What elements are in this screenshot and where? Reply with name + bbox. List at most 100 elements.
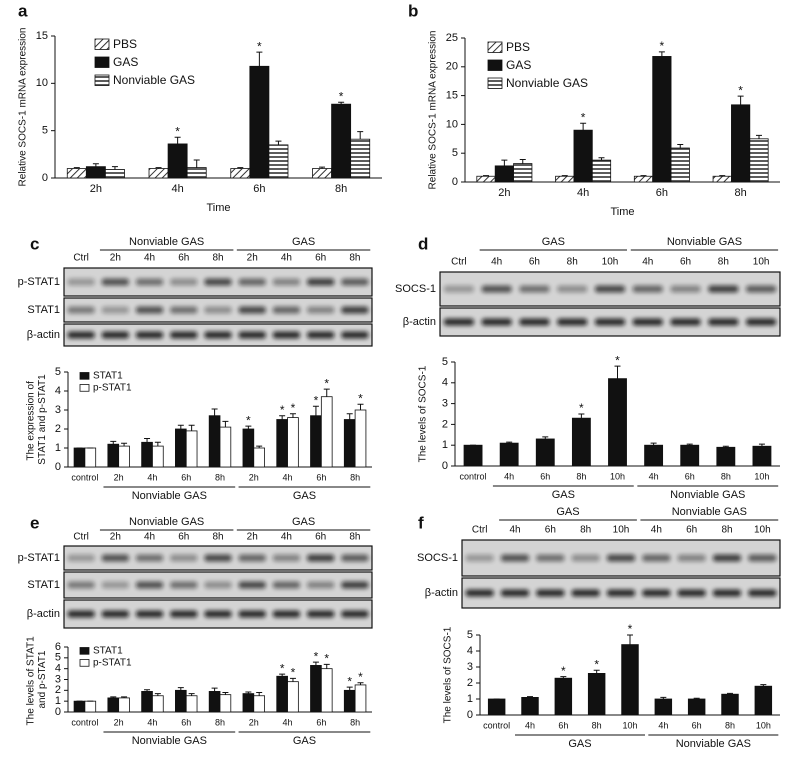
blot-band [712,589,742,597]
bar [242,428,255,468]
y-tick-label: 3 [55,404,61,416]
blot-band [238,306,266,314]
bar [141,441,153,468]
error-bar [121,442,128,447]
error-bar [542,436,549,439]
y-tick-label: 5 [55,652,61,664]
significance-mark: * [579,401,584,415]
lane-label: 6h [529,257,540,268]
bar [167,143,188,179]
blot-row-label: p-STAT1 [18,276,60,288]
lane-label: 6h [178,532,189,543]
y-tick-label: 4 [442,377,448,389]
blot-band [443,285,474,293]
blot-group-label: Nonviable GAS [129,516,204,528]
bar [219,694,232,713]
error-bar [598,157,605,161]
x-tick-label: control [71,472,98,482]
error-bar [110,696,117,698]
error-bar [256,445,263,448]
bar [654,698,673,716]
blot-band [642,554,671,562]
blot-band [272,581,301,589]
group-label: GAS [552,489,575,501]
panel-letter: e [30,513,39,532]
blot-band [67,610,95,618]
error-bar [177,687,184,691]
bar [107,443,120,468]
error-bar [289,413,296,418]
group-label: Nonviable GAS [670,489,745,501]
bar [487,698,506,716]
bar [152,695,164,713]
panel-letter: d [418,234,428,253]
bar [633,175,654,183]
blot-band [101,278,130,286]
error-bar [144,689,151,692]
y-tick-label: 2 [55,684,61,696]
error-bar [758,443,765,447]
lane-label: Ctrl [451,257,467,268]
error-bar [177,424,184,429]
significance-mark: * [175,124,180,138]
blot-band [606,554,636,562]
lane-label: 6h [545,525,556,536]
blot-band [481,285,512,293]
blot-band [536,589,565,597]
error-bar [660,696,667,699]
bar [185,695,198,713]
bar [354,409,367,468]
legend-swatch [487,59,503,71]
y-tick-label: 25 [446,32,458,44]
lane-label: 10h [754,525,771,536]
x-tick-label: control [483,720,510,730]
blot-band [746,285,777,293]
blot-band [606,589,636,597]
legend-label: GAS [113,55,138,69]
error-bar [256,692,263,696]
bar [350,138,371,179]
blot-group-label: GAS [292,236,315,248]
significance-mark: * [594,657,599,671]
bar [716,446,736,467]
x-tick-label: 2h [114,472,124,482]
blot-band [306,610,335,618]
error-bar [578,413,585,419]
error-bar [237,167,244,169]
blot-band [204,278,232,286]
lane-label: 6h [680,257,691,268]
significance-mark: * [291,666,296,680]
error-bar [501,159,508,166]
blot-band [170,306,198,314]
blot-band [748,589,777,597]
bar [276,675,288,713]
significance-mark: * [561,664,566,678]
lane-label: 8h [718,257,729,268]
bar [84,447,97,468]
y-tick-label: 5 [55,366,61,378]
legend-label: Nonviable GAS [113,73,195,87]
bar [253,447,265,468]
blot-band [306,331,335,339]
blot-band [708,285,739,293]
blot-band [238,331,266,339]
error-bar [323,388,330,397]
bar [310,665,322,713]
blot-band [306,278,335,286]
legend-label: STAT1 [93,646,123,657]
blot-band [306,581,335,589]
bar [331,103,352,179]
error-bar [319,166,326,169]
blot-band [341,610,369,618]
blot-band [677,554,706,562]
blot-band [571,589,600,597]
lane-label: 8h [212,532,223,543]
lane-label: 8h [349,253,360,264]
error-bar [677,144,684,149]
error-bar [222,692,229,695]
bar [66,168,87,179]
bar [499,442,519,467]
y-tick-label: 0 [55,461,61,473]
blot-group-label: GAS [542,236,565,248]
x-tick-label: 6h [253,183,265,195]
